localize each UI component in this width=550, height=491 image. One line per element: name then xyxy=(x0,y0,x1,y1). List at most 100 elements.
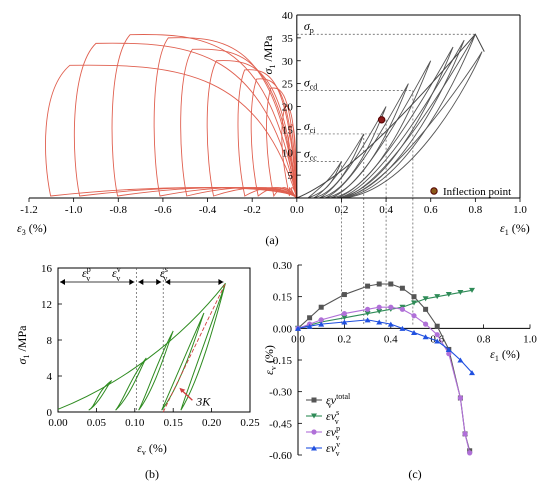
series-line xyxy=(297,306,471,454)
legend-inflection-marker xyxy=(430,187,438,195)
x-tick-label: 0.8 xyxy=(477,333,491,345)
axial-envelope xyxy=(296,33,485,199)
marker-square xyxy=(388,281,394,287)
annotation-3k: 3K xyxy=(195,395,211,409)
marker-square xyxy=(399,285,405,291)
y-axis-label: σ1 /MPa xyxy=(15,325,31,365)
series-εv-p xyxy=(295,304,473,456)
lateral-loop xyxy=(237,69,298,199)
marker-triangle-up xyxy=(434,338,441,344)
3k-arrow-head xyxy=(179,387,186,393)
marker-triangle-down xyxy=(411,300,417,306)
x-tick-label: 0.15 xyxy=(164,417,184,429)
y-tick-label: 35 xyxy=(282,33,294,45)
x-tick-label: -1.0 xyxy=(65,204,83,216)
x-tick-label: 0.2 xyxy=(335,204,349,216)
x-tick-label: -0.2 xyxy=(243,204,260,216)
marker-triangle-up xyxy=(376,319,383,325)
y-tick-label: 20 xyxy=(282,102,294,114)
caption-c: (c) xyxy=(408,467,421,481)
y-tick-label: 25 xyxy=(282,79,294,91)
marker-triangle-up xyxy=(318,321,325,327)
axial-loop xyxy=(313,133,365,199)
marker-triangle-down xyxy=(422,296,429,302)
marker-circle xyxy=(423,321,429,327)
x-tick-label: 0.6 xyxy=(424,204,438,216)
stress-label-cd: σcd xyxy=(304,75,317,91)
legend-label-p: εvp v xyxy=(326,424,340,442)
x-tick-label: -0.4 xyxy=(199,204,217,216)
legend-entry xyxy=(306,397,322,403)
marker-triangle-down xyxy=(434,294,441,300)
marker-triangle-up xyxy=(469,370,475,376)
marker-triangle-down xyxy=(311,413,317,419)
axial-loop xyxy=(318,106,387,199)
loading-envelope xyxy=(57,282,226,410)
x-tick-label: 1.0 xyxy=(523,333,537,345)
marker-triangle-up xyxy=(457,357,464,363)
unload-loop xyxy=(115,357,147,411)
marker-circle xyxy=(411,313,417,319)
x-tick-label: 0.05 xyxy=(87,417,107,429)
inflection-point-marker xyxy=(377,116,386,124)
legend-entry xyxy=(306,413,322,419)
axial-loop xyxy=(343,51,483,199)
arrow-head-left xyxy=(165,279,171,285)
marker-circle xyxy=(467,450,473,456)
marker-circle xyxy=(376,304,382,310)
legend-entry xyxy=(306,429,322,435)
y-tick-label: 0.15 xyxy=(273,292,293,304)
marker-square xyxy=(434,323,440,329)
unload-loop xyxy=(138,330,174,411)
arrow-head-right xyxy=(156,279,162,285)
y-tick-label: 0.00 xyxy=(273,323,293,335)
marker-triangle-down xyxy=(364,311,371,317)
y-tick-label: 16 xyxy=(41,263,53,275)
x-tick-label: 0.2 xyxy=(338,333,352,345)
x-tick-label: 0.4 xyxy=(384,333,398,345)
marker-triangle-down xyxy=(457,289,464,295)
panel-c: 0.30 0.15 0.00 -0.15 -0.30 -0.45 -0.60 0.0 0.2 0.… xyxy=(262,260,537,481)
series-line xyxy=(297,319,473,374)
marker-circle xyxy=(311,429,317,435)
marker-triangle-up xyxy=(364,317,371,323)
marker-circle xyxy=(318,317,324,323)
x-axis-label-left: ε3 (%) xyxy=(17,221,47,237)
y-axis-label: σ1 /MPa xyxy=(261,35,277,75)
stress-label-p: σp xyxy=(304,19,314,35)
y-tick-label: 0 xyxy=(47,407,53,419)
caption-b: (b) xyxy=(145,467,159,481)
marker-triangle-up xyxy=(422,334,429,340)
axial-loop xyxy=(335,46,454,199)
legend-inflection-label: Inflection point xyxy=(443,186,511,198)
x-axis-label: ε1 (%) xyxy=(490,347,520,363)
arrow-head-left xyxy=(138,279,144,285)
y-tick-label: -0.60 xyxy=(269,450,292,462)
y-tick-label: -0.45 xyxy=(269,418,292,430)
y-tick-label: 15 xyxy=(282,124,294,136)
arrow-head-right xyxy=(129,279,135,285)
stress-label-cc: σcc xyxy=(304,146,317,162)
x-axis-label: εv (%) xyxy=(137,441,167,457)
marker-square xyxy=(423,306,429,312)
y-tick-label: 5 xyxy=(287,170,293,182)
marker-circle xyxy=(388,304,394,310)
x-tick-label: 0.00 xyxy=(48,417,68,429)
y-tick-label: -0.15 xyxy=(269,355,292,367)
x-tick-label: 0.10 xyxy=(125,417,145,429)
marker-triangle-down xyxy=(469,287,475,293)
y-axis-label: εv (%) xyxy=(262,345,278,375)
lateral-loop xyxy=(266,87,298,199)
marker-triangle-down xyxy=(445,292,452,298)
y-tick-label: 8 xyxy=(47,335,53,347)
x-tick-label: -0.8 xyxy=(110,204,128,216)
marker-circle xyxy=(341,310,347,317)
region-label-v: εv v xyxy=(112,265,121,283)
legend-entry xyxy=(306,445,322,451)
y-tick-label: 30 xyxy=(282,56,294,68)
panel-b: 0.00 0.05 0.10 0.15 0.20 0.25 0 4 8 12 16 3K σ1 /MPa… xyxy=(15,263,260,481)
caption-a: (a) xyxy=(265,233,278,247)
marker-circle xyxy=(446,351,452,357)
x-tick-label: 0.8 xyxy=(468,204,482,216)
marker-circle xyxy=(434,332,440,338)
